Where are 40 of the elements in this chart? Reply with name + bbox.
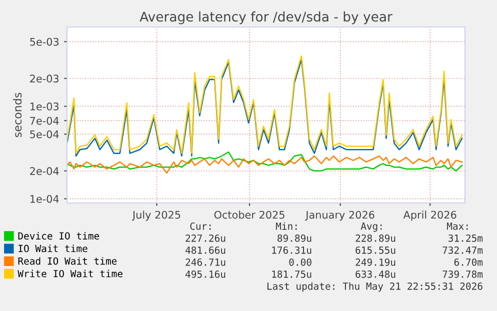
y-tick-label: 1e-03 xyxy=(30,102,59,110)
y-tick-label: 5e-03 xyxy=(30,38,59,46)
legend-label: Device IO time xyxy=(18,232,100,240)
text: 89.89u xyxy=(278,234,312,242)
line-series xyxy=(67,155,463,174)
y-tick-label: 7e-04 xyxy=(30,116,59,125)
x-tick-label: January 2026 xyxy=(305,210,374,221)
text: 31.25m xyxy=(448,234,483,242)
y-axis-title: seconds xyxy=(13,92,22,138)
y-tick-label: 1e-04 xyxy=(30,194,59,203)
text: Avg: xyxy=(360,222,382,232)
x-tick-label: April 2026 xyxy=(403,210,456,221)
chart-title: Average latency for /dev/sda - by year xyxy=(140,11,392,24)
text: 176.31u xyxy=(272,246,312,254)
text: 0.00 xyxy=(289,258,312,266)
legend-label: Write IO Wait time xyxy=(18,270,122,278)
legend-label: Read IO Wait time xyxy=(18,257,117,265)
text: Cur: xyxy=(190,222,211,230)
text: Max: xyxy=(446,222,468,230)
text: 181.75u xyxy=(272,270,312,278)
text: 228.89u xyxy=(356,234,396,242)
text: 249.19u xyxy=(356,258,396,266)
text: 246.71u xyxy=(186,258,226,266)
text: 495.16u xyxy=(186,270,226,278)
legend-label: IO Wait time xyxy=(18,244,88,252)
text: Min: xyxy=(276,222,297,230)
line-series xyxy=(67,151,463,172)
text: 615.55u xyxy=(356,246,396,254)
text: 6.70m xyxy=(454,258,483,266)
text: 481.66u xyxy=(186,246,226,254)
y-tick-label: 2e-04 xyxy=(30,167,59,176)
text: 227.26u xyxy=(186,234,226,242)
text: 732.47m xyxy=(442,246,483,254)
text: 633.48u xyxy=(356,270,396,278)
x-tick-label: October 2025 xyxy=(214,210,284,219)
y-tick-label: 2e-03 xyxy=(30,74,59,83)
text: Last update: Thu May 21 22:55:31 2026 xyxy=(267,282,482,292)
x-tick-label: July 2025 xyxy=(132,210,180,221)
y-tick-label: 5e-04 xyxy=(30,130,59,138)
text: 739.78m xyxy=(442,270,483,278)
